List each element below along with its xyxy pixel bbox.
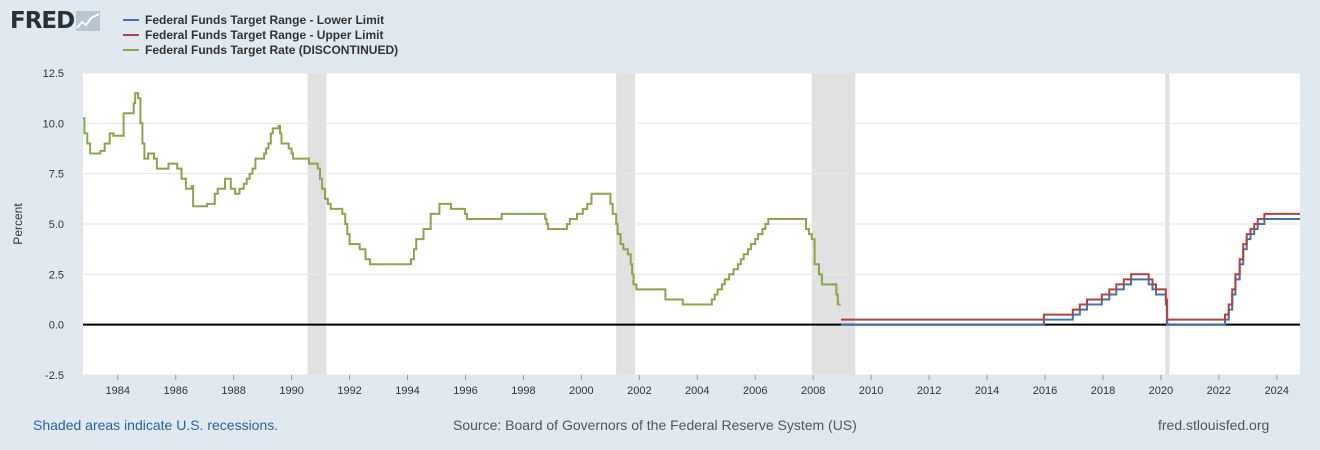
legend-swatch-lower-limit (123, 18, 139, 21)
x-tick-label: 2012 (917, 385, 941, 397)
recession-note-link[interactable]: Shaded areas indicate U.S. recessions. (33, 417, 279, 433)
legend-item-target-rate[interactable]: Federal Funds Target Rate (DISCONTINUED) (123, 42, 398, 57)
fred-logo-text: FRED (10, 8, 75, 34)
y-tick-label: 10.0 (43, 118, 64, 130)
x-tick-label: 2016 (1033, 385, 1057, 397)
site-url: fred.stlouisfed.org (1158, 417, 1270, 433)
legend-label-target-rate: Federal Funds Target Rate (DISCONTINUED) (145, 42, 399, 57)
x-tick-label: 1990 (279, 385, 303, 397)
y-tick-label: 12.5 (43, 68, 64, 80)
x-tick-label: 1998 (511, 385, 535, 397)
legend-item-lower-limit[interactable]: Federal Funds Target Range - Lower Limit (123, 12, 398, 27)
series-line-2[interactable] (83, 92, 841, 306)
x-tick-label: 1996 (453, 385, 477, 397)
y-tick-label: 0.0 (49, 320, 64, 332)
line-graph-icon (76, 11, 101, 31)
y-axis-label: Percent (11, 203, 25, 245)
y-tick-label: 7.5 (49, 169, 64, 181)
x-tick-label: 2004 (685, 385, 709, 397)
legend-swatch-upper-limit (123, 33, 139, 36)
x-tick-label: 1988 (221, 385, 245, 397)
x-tick-label: 1994 (395, 385, 419, 397)
x-tick-label: 2022 (1207, 385, 1231, 397)
x-tick-label: 2018 (1091, 385, 1115, 397)
x-tick-label: 2000 (569, 385, 593, 397)
x-tick-label: 2008 (801, 385, 825, 397)
legend-item-upper-limit[interactable]: Federal Funds Target Range - Upper Limit (123, 27, 398, 42)
y-tick-label: 2.5 (49, 269, 64, 281)
y-tick-label: -2.5 (45, 370, 64, 382)
fred-logo[interactable]: FRED (10, 8, 101, 34)
x-tick-label: 2020 (1149, 385, 1173, 397)
x-tick-label: 1992 (337, 385, 361, 397)
x-tick-label: 2024 (1265, 385, 1289, 397)
x-tick-label: 2014 (975, 385, 999, 397)
x-tick-label: 2002 (627, 385, 651, 397)
legend-swatch-target-rate (123, 48, 139, 51)
x-tick-label: 1986 (163, 385, 187, 397)
chart-legend: Federal Funds Target Range - Lower Limit… (123, 12, 398, 57)
series-line-1[interactable] (841, 212, 1300, 321)
x-tick-label: 1984 (106, 385, 130, 397)
x-tick-label: 2010 (859, 385, 883, 397)
legend-label-upper-limit: Federal Funds Target Range - Upper Limit (145, 27, 384, 42)
y-tick-label: 5.0 (49, 219, 64, 231)
x-tick-label: 2006 (743, 385, 767, 397)
source-text: Source: Board of Governors of the Federa… (453, 417, 857, 433)
legend-label-lower-limit: Federal Funds Target Range - Lower Limit (145, 12, 385, 27)
